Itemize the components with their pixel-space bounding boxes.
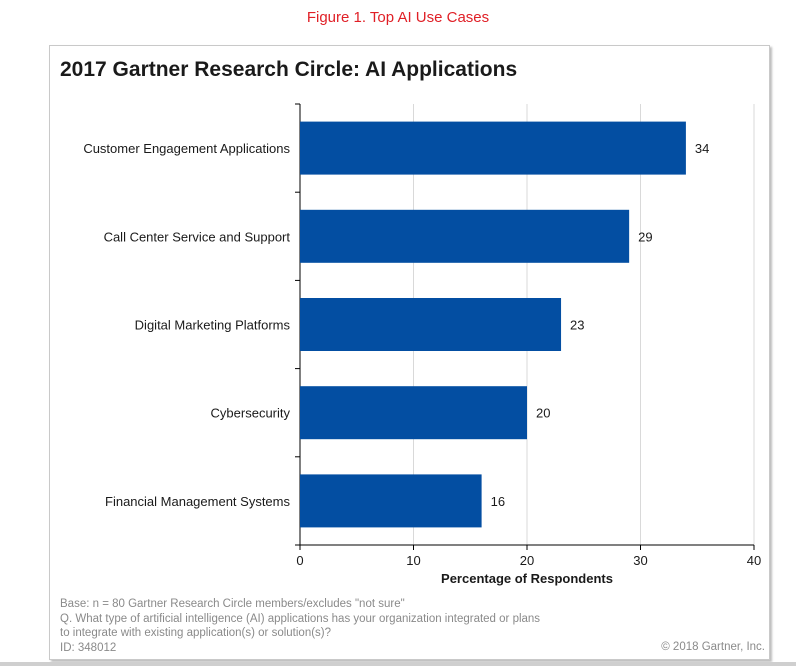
chart-title: 2017 Gartner Research Circle: AI Applica… (60, 58, 518, 81)
bar (300, 386, 527, 440)
value-label: 34 (695, 141, 709, 156)
category-label: Customer Engagement Applications (83, 141, 290, 156)
gridlines (295, 103, 755, 550)
x-axis-title: Percentage of Respondents (441, 571, 613, 586)
value-label: 16 (491, 494, 505, 509)
bar (300, 209, 630, 263)
x-tick-label: 20 (520, 553, 534, 568)
footnote-question-1: Q. What type of artificial intelligence … (60, 612, 541, 625)
footnote: Base: n = 80 Gartner Research Circle mem… (60, 597, 540, 655)
category-label: Digital Marketing Platforms (135, 318, 291, 333)
footnote-question-2: to integrate with existing application(s… (60, 627, 332, 639)
category-label: Financial Management Systems (105, 494, 290, 509)
bar (300, 121, 686, 175)
labels: 0 10 20 30 40 Percentage of Respondents Custom… (83, 141, 761, 586)
x-tick-label: 10 (406, 553, 420, 568)
figure-title: Figure 1. Top AI Use Cases (306, 9, 490, 26)
x-tick-label: 0 (296, 553, 303, 568)
x-tick-label: 40 (747, 553, 761, 568)
value-label: 29 (638, 229, 652, 244)
copyright: © 2018 Gartner, Inc. (661, 641, 765, 653)
bar (300, 298, 562, 351)
bottom-rule (0, 662, 796, 666)
x-tick-label: 30 (633, 553, 647, 568)
category-label: Call Center Service and Support (104, 229, 291, 244)
bar (300, 474, 482, 528)
value-label: 23 (570, 318, 584, 333)
category-label: Cybersecurity (211, 406, 291, 421)
footnote-id: ID: 348012 (60, 641, 117, 654)
footnote-base: Base: n = 80 Gartner Research Circle mem… (60, 598, 405, 610)
value-label: 20 (536, 406, 550, 421)
bars (300, 121, 686, 528)
